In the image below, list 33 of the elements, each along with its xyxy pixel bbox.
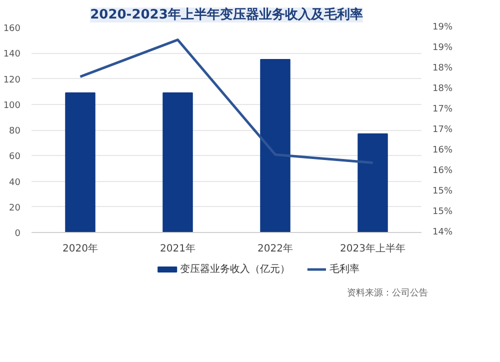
legend-label: 变压器业务收入（亿元） [180, 263, 290, 275]
y2-tick-label: 17% [432, 104, 453, 114]
y2-tick-label: 14% [432, 228, 453, 238]
y2-tick-label: 16% [432, 146, 453, 156]
y-tick-label: 80 [9, 126, 21, 136]
x-tick-label: 2020年 [62, 242, 98, 254]
y2-tick-label: 18% [432, 84, 453, 94]
line-series [79, 38, 374, 164]
y2-tick-label: 15% [432, 207, 453, 217]
y-tick-label: 160 [3, 24, 21, 34]
x-tick-label: 2021年 [160, 242, 196, 254]
y-tick-label: 100 [3, 100, 21, 111]
y-tick-label: 60 [9, 152, 21, 162]
bar [260, 59, 290, 232]
y-tick-label: 20 [9, 203, 21, 214]
y2-tick-label: 17% [432, 125, 453, 135]
text: 资料来源：公司公告 [347, 288, 428, 298]
chart-title: 2020-2023年上半年变压器业务收入及毛利率 [90, 6, 363, 22]
x-tick-label: 2022年 [258, 242, 293, 254]
y2-tick-label: 18% [432, 64, 453, 74]
bar [65, 92, 96, 232]
y2-tick-label: 16% [432, 166, 453, 176]
y-tick-label: 0 [14, 229, 21, 239]
bar [358, 133, 388, 232]
y2-tick-label: 15% [432, 186, 453, 196]
y-tick-label: 40 [9, 178, 21, 188]
y-tick-label: 120 [3, 75, 21, 86]
x-tick-label: 2023年上半年 [340, 242, 406, 254]
bar [162, 92, 193, 232]
y2-tick-label: 19% [432, 43, 453, 53]
y-tick-label: 140 [3, 50, 21, 60]
y2-tick-label: 19% [432, 22, 453, 32]
legend-label: 毛利率 [329, 263, 360, 275]
